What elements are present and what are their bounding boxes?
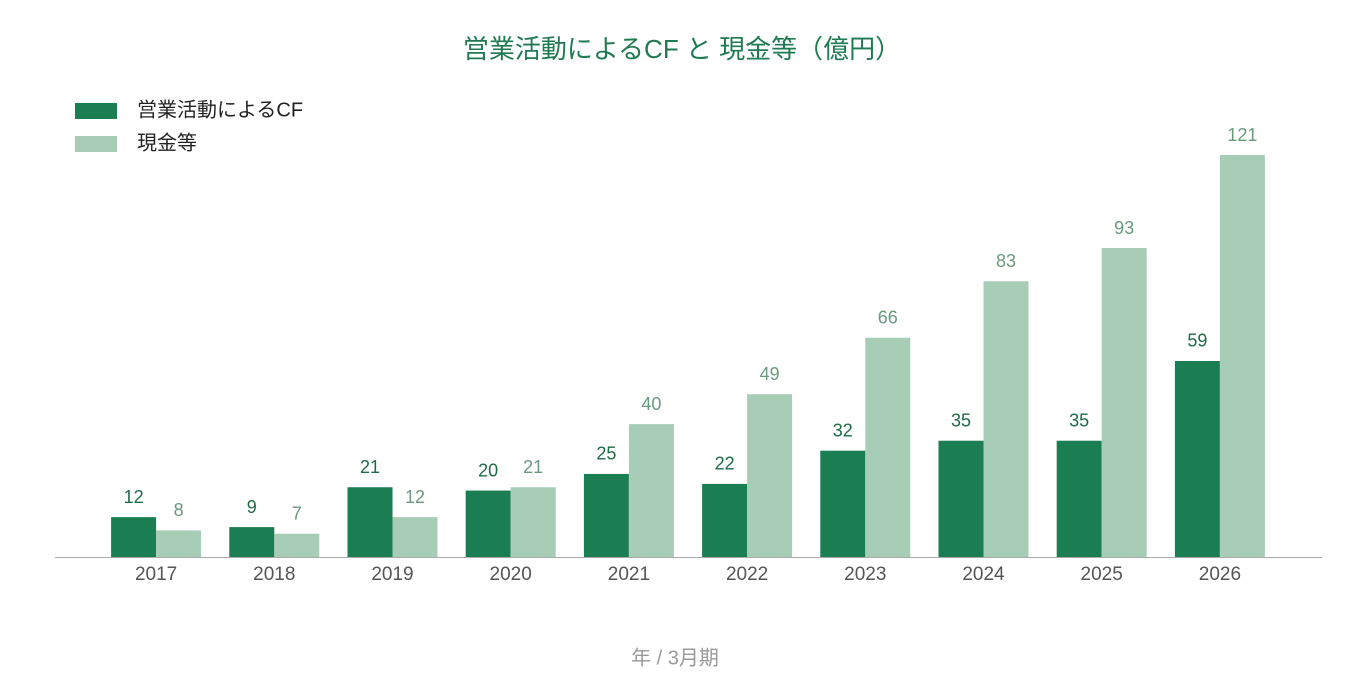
value-label: 21 [523,457,543,477]
value-label: 21 [360,457,380,477]
value-label: 49 [760,364,780,384]
legend-swatch [75,136,117,152]
bar [583,473,629,557]
value-label: 66 [878,307,898,327]
bar [702,483,748,557]
x-tick-label: 2022 [726,564,768,585]
x-tick-label: 2018 [253,564,295,585]
value-label: 59 [1187,331,1207,351]
value-label: 8 [174,500,184,520]
bar [983,281,1029,557]
value-label: 35 [951,410,971,430]
legend-label: 現金等 [137,131,197,154]
value-label: 12 [124,487,144,507]
x-tick-label: 2021 [608,564,650,585]
value-label: 93 [1114,218,1134,238]
bar [392,517,438,557]
bar [1056,440,1102,557]
value-label: 25 [596,444,616,464]
x-axis-label: 年 / 3月期 [631,646,719,669]
bar [111,517,157,557]
value-label: 22 [715,454,735,474]
bar [747,394,793,557]
x-tick-label: 2024 [962,564,1005,585]
bar [510,487,556,557]
bar [229,527,275,557]
legend-label: 営業活動によるCF [137,98,303,121]
value-label: 12 [405,487,425,507]
x-tick-label: 2020 [490,564,532,585]
value-label: 35 [1069,410,1089,430]
value-label: 7 [292,503,302,523]
bar [156,530,202,557]
bar [865,337,911,557]
legend-swatch [75,103,117,119]
x-tick-label: 2023 [844,564,886,585]
bar [465,490,511,557]
bar [1174,360,1220,557]
bar [820,450,866,557]
bar [1101,248,1147,558]
x-tick-label: 2019 [371,564,413,585]
x-tick-label: 2026 [1199,564,1241,585]
chart-title: 営業活動によるCF と 現金等（億円） [463,34,901,64]
x-tick-label: 2017 [135,564,177,585]
bar [347,487,393,557]
bar [1219,155,1265,557]
bar [628,424,674,557]
value-label: 121 [1227,125,1257,145]
value-label: 32 [833,420,853,440]
bar [274,533,320,557]
value-label: 40 [641,394,661,414]
x-tick-label: 2025 [1081,564,1123,585]
value-label: 20 [478,460,498,480]
value-label: 9 [247,497,257,517]
value-label: 83 [996,251,1016,271]
bar [938,440,984,557]
